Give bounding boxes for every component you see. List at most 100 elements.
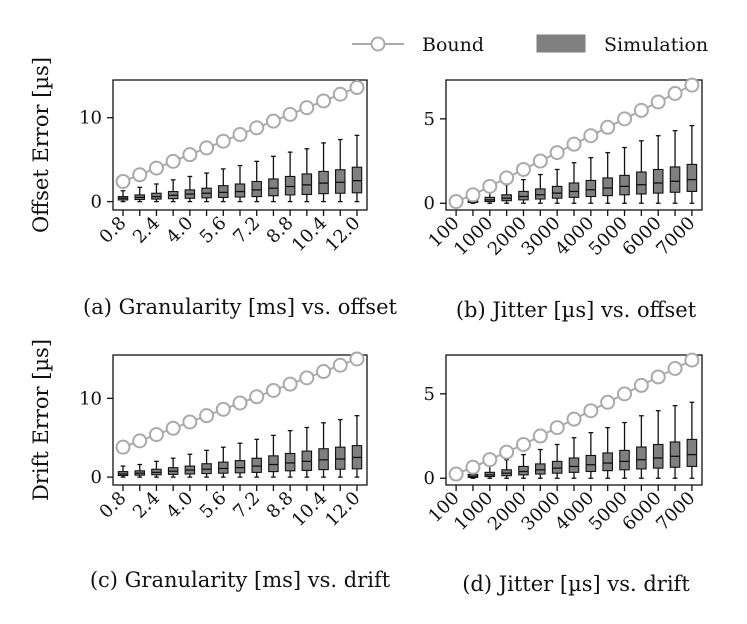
bound-point <box>148 427 164 443</box>
box-body <box>234 183 246 198</box>
box-3500 <box>568 437 580 479</box>
box-body <box>268 455 279 473</box>
x-tick-label: 10.4 <box>288 488 331 531</box>
box-5000 <box>619 421 630 479</box>
box-body <box>518 190 529 201</box>
box-body <box>518 465 529 476</box>
bound-point <box>349 80 365 96</box>
box-body <box>568 182 580 198</box>
y-tick-label: 10 <box>79 388 102 409</box>
bound-point <box>600 119 616 135</box>
bound-point <box>448 466 464 482</box>
bound-point <box>650 94 666 110</box>
bound-point <box>316 364 332 380</box>
bound-point <box>249 120 265 136</box>
box-1500 <box>501 184 512 204</box>
y-tick-label: 0 <box>91 467 102 488</box>
box-body <box>585 179 597 198</box>
box-body <box>551 460 563 474</box>
box-body <box>335 446 346 470</box>
box-7.2 <box>251 438 262 478</box>
legend-bound-label: Bound <box>422 34 484 56</box>
box-body <box>251 180 262 198</box>
bound-point <box>199 140 215 156</box>
bound-point <box>667 361 683 377</box>
bound-point <box>465 459 481 475</box>
box-5.6 <box>218 168 229 203</box>
bound-point <box>115 439 131 455</box>
bound-point <box>684 352 700 368</box>
y-tick-label: 5 <box>424 384 435 405</box>
box-4.0 <box>184 453 196 478</box>
box-7000 <box>686 124 698 204</box>
box-body <box>636 171 647 195</box>
box-1.6 <box>134 463 145 478</box>
legend-simulation-swatch <box>536 34 586 53</box>
box-11.2 <box>335 138 346 203</box>
bound-point <box>282 106 298 122</box>
box-body <box>551 185 563 199</box>
box-7.2 <box>251 160 262 203</box>
y-axis-label: Drift Error [µs] <box>29 339 53 501</box>
box-1.6 <box>134 186 145 203</box>
box-body <box>218 185 229 198</box>
bound-point <box>249 389 265 405</box>
bound-point <box>482 178 498 194</box>
box-8.0 <box>268 155 279 203</box>
box-2500 <box>535 448 546 479</box>
bound-point <box>165 153 181 169</box>
bound-point <box>667 86 683 102</box>
bound-point <box>182 414 198 430</box>
box-5500 <box>636 415 647 479</box>
bound-point <box>515 436 531 452</box>
bound-point <box>182 147 198 163</box>
box-0.8 <box>117 465 129 478</box>
bound-point <box>316 93 332 109</box>
box-8.8 <box>284 429 296 478</box>
box-4000 <box>585 432 597 479</box>
bound-point <box>482 452 498 468</box>
box-1500 <box>501 459 512 479</box>
box-body <box>284 175 296 196</box>
box-body <box>686 438 698 467</box>
box-12.0 <box>351 415 363 478</box>
x-tick-label: 5.6 <box>196 488 231 523</box>
bound-point <box>232 395 248 411</box>
bound-point <box>299 100 315 116</box>
box-body <box>619 174 630 196</box>
box-3.2 <box>167 179 179 203</box>
legend: Bound Simulation <box>352 34 708 56</box>
panel-caption: (b) Jitter [µs] vs. offset <box>456 298 697 322</box>
x-tick-label: 5.6 <box>196 213 231 248</box>
box-8.8 <box>284 151 296 203</box>
bound-point <box>132 167 148 183</box>
bound-point <box>515 161 531 177</box>
bound-point <box>299 370 315 386</box>
x-tick-label: 12.0 <box>321 488 364 531</box>
box-5.6 <box>218 446 229 478</box>
box-10.4 <box>318 422 329 478</box>
box-body <box>335 169 346 194</box>
bound-point <box>617 111 633 127</box>
bound-point <box>215 133 231 149</box>
box-7000 <box>686 401 698 479</box>
box-2500 <box>535 173 546 204</box>
box-body <box>535 188 546 200</box>
bound-point <box>549 420 565 436</box>
x-tick-label: 7.2 <box>229 213 264 248</box>
legend-simulation-label: Simulation <box>604 34 708 56</box>
box-2.4 <box>151 460 162 478</box>
bound-point <box>332 86 348 102</box>
y-axis-label: Offset Error [µs] <box>29 57 53 233</box>
bound-point <box>465 187 481 203</box>
x-tick-label: 0.8 <box>95 488 130 523</box>
box-body <box>568 457 580 473</box>
box-body <box>268 178 279 197</box>
box-3.2 <box>167 457 179 478</box>
box-9.6 <box>301 426 313 478</box>
box-body <box>602 452 613 472</box>
